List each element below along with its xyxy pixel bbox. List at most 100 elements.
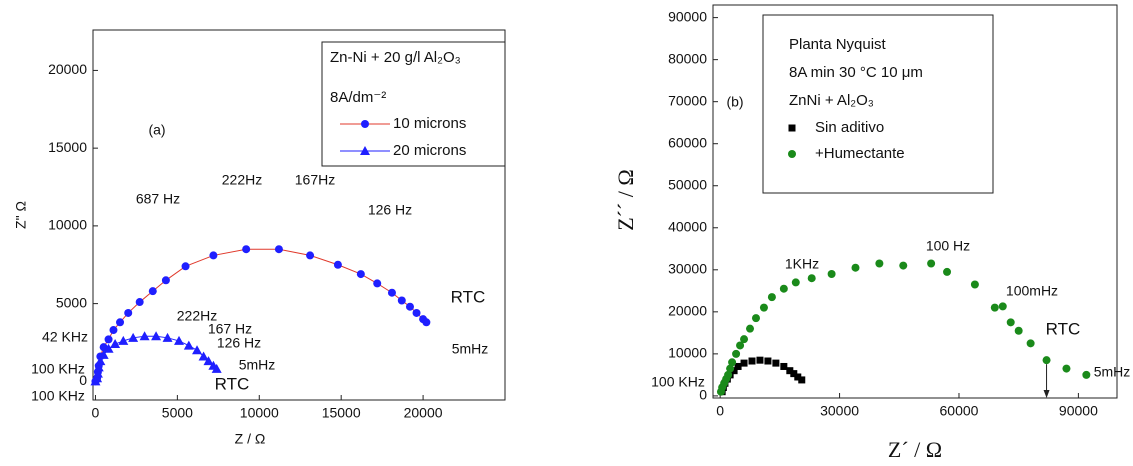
point <box>397 296 406 305</box>
point <box>740 335 749 344</box>
y-tick-label: 70000 <box>668 92 707 108</box>
point <box>174 335 185 345</box>
point <box>724 370 733 379</box>
point <box>98 349 109 359</box>
point <box>103 343 114 353</box>
point <box>211 363 222 373</box>
x-tick-label: 10000 <box>240 405 279 421</box>
point <box>181 262 190 271</box>
annotation: 126 Hz <box>217 335 261 351</box>
annotation: 167 Hz <box>208 321 252 337</box>
annotation: 100mHz <box>1006 283 1058 299</box>
annotation: 100 Hz <box>926 238 970 254</box>
point <box>726 364 735 373</box>
annotation: 42 KHz <box>42 329 88 345</box>
point <box>791 278 800 287</box>
legend-title: Planta Nyquist <box>789 36 887 53</box>
x-tick-label: 30000 <box>820 403 859 419</box>
y-tick-label: 30000 <box>668 261 707 277</box>
point <box>306 251 315 260</box>
point <box>92 368 103 378</box>
legend-title: Zn-Ni + 20 g/l Al₂O₃ <box>330 49 461 66</box>
point <box>209 251 218 260</box>
y-tick-label: 20000 <box>48 61 87 77</box>
point <box>786 367 794 375</box>
point <box>192 345 203 355</box>
x-tick-label: 5000 <box>162 405 193 421</box>
point <box>730 367 738 375</box>
point <box>736 341 745 350</box>
point <box>794 373 802 381</box>
point <box>927 259 936 268</box>
annotation: (b) <box>726 94 743 110</box>
point <box>110 339 121 349</box>
point <box>767 293 776 302</box>
x-axis-label: Z´ / Ω <box>888 437 942 462</box>
annotation: 167Hz <box>295 172 335 188</box>
legend-marker <box>788 150 796 158</box>
y-axis-label: Z´´ / Ω <box>613 169 638 231</box>
point <box>772 359 780 367</box>
point <box>109 326 118 335</box>
annotation: 1KHz <box>785 256 819 272</box>
annotation: (a) <box>148 122 165 138</box>
y-tick-label: 90000 <box>668 8 707 24</box>
y-tick-label: 0 <box>79 372 87 388</box>
y-tick-label: 60000 <box>668 134 707 150</box>
point <box>1042 356 1051 365</box>
point <box>116 318 125 327</box>
point <box>899 261 908 270</box>
rtc-arrow-head <box>1043 390 1050 398</box>
subplot: 0 5000 10000 15000 20000 0 5000 10000 15000 20000… <box>13 29 506 447</box>
point <box>827 270 836 279</box>
point <box>780 362 788 370</box>
point <box>748 357 756 365</box>
point <box>851 263 860 272</box>
annotation: 100 KHz <box>31 388 85 404</box>
y-tick-label: 20000 <box>668 303 707 319</box>
point <box>734 362 742 370</box>
point <box>422 318 431 327</box>
legend-title: ZnNi + Al₂O₃ <box>789 92 874 109</box>
y-tick-label: 0 <box>699 387 707 403</box>
point <box>161 276 170 285</box>
point <box>728 358 737 367</box>
point <box>405 302 414 311</box>
point <box>274 245 283 254</box>
point <box>807 274 816 283</box>
legend-marker <box>361 120 369 128</box>
point <box>875 259 884 268</box>
point <box>104 335 113 344</box>
point <box>128 332 139 342</box>
point <box>387 288 396 297</box>
y-tick-label: 10000 <box>668 345 707 361</box>
plot-frame <box>712 4 1118 399</box>
point <box>732 349 741 358</box>
point <box>162 332 173 342</box>
y-tick-label: 5000 <box>56 294 87 310</box>
legend-label: Sin aditivo <box>815 119 884 136</box>
x-tick-label: 0 <box>92 405 100 421</box>
point <box>203 356 214 366</box>
point <box>1026 339 1035 348</box>
annotation: 5mHz <box>1094 364 1131 380</box>
point <box>751 314 760 323</box>
legend-box <box>321 41 506 167</box>
point <box>970 280 979 289</box>
point <box>183 340 194 350</box>
point <box>198 351 209 361</box>
point <box>759 303 768 312</box>
annotation: 222Hz <box>222 172 262 188</box>
point <box>1014 326 1023 335</box>
legend-label: +Humectante <box>815 145 905 162</box>
point <box>124 308 133 317</box>
point <box>135 298 144 307</box>
point <box>740 359 748 367</box>
point <box>93 362 104 372</box>
point <box>92 373 103 383</box>
y-axis-label: Z" Ω <box>13 201 29 229</box>
x-tick-label: 90000 <box>1059 403 1098 419</box>
legend-marker <box>788 124 796 132</box>
point <box>756 356 764 364</box>
